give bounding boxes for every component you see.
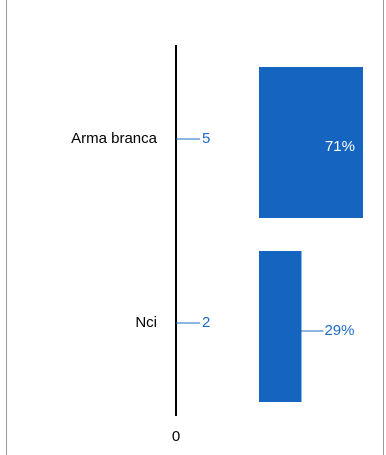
bar [259,251,302,402]
axis-zero-label: 0 [172,428,180,445]
category-label: Arma branca [71,130,158,147]
bar [259,67,363,218]
category-label: Nci [135,314,157,331]
percent-label: 29% [324,322,354,339]
count-label: 5 [202,130,210,147]
count-label: 2 [202,314,210,331]
frame [6,0,384,455]
percent-label: 71% [325,138,355,155]
